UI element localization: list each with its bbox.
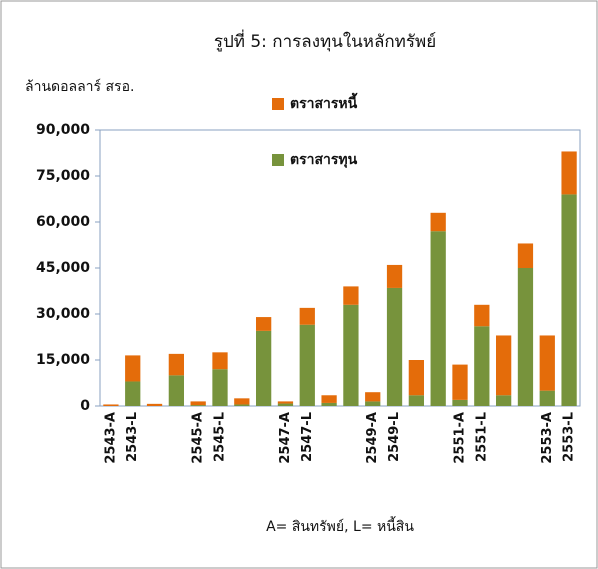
bar-segment	[168, 375, 184, 406]
bar-segment	[430, 212, 446, 232]
x-tick-label: 2543-L	[125, 412, 140, 462]
bar-segment	[539, 390, 555, 406]
y-tick-label: 15,000	[36, 352, 90, 368]
bar-segment	[212, 369, 228, 406]
bar-segment	[452, 399, 468, 406]
x-tick-label: 2551-A	[453, 412, 468, 464]
chart-title: รูปที่ 5: การลงทุนในหลักทรัพย์	[214, 29, 436, 52]
bar-segment	[408, 360, 424, 396]
bar-segment	[168, 353, 184, 376]
bar-segment	[365, 392, 381, 402]
bar-segment	[256, 317, 272, 331]
bar-segment	[234, 398, 250, 405]
bar-segment	[386, 264, 403, 288]
bar-segment	[321, 402, 337, 406]
bar-segment	[190, 401, 206, 406]
bar-segment	[474, 326, 490, 406]
bar-segment	[321, 395, 337, 403]
bar-segment	[517, 243, 534, 268]
bar-segment	[496, 335, 512, 396]
bar-segment	[277, 403, 294, 406]
bar-segment	[125, 355, 141, 382]
bar-segment	[212, 352, 228, 370]
bar-segment	[496, 395, 512, 406]
bar-segment	[256, 330, 272, 406]
legend-label: ตราสารหนี้	[290, 92, 358, 112]
bar-segment	[190, 405, 206, 406]
x-tick-label: 2553-L	[562, 412, 577, 462]
x-tick-label: 2543-A	[103, 412, 118, 464]
y-tick-label: 60,000	[36, 214, 90, 230]
y-tick-label: 0	[80, 398, 90, 414]
x-tick-label: 2545-A	[191, 412, 206, 464]
bar-segment	[343, 304, 359, 406]
bar-segment	[408, 395, 424, 406]
bar-segment	[452, 364, 468, 400]
bar-segment	[125, 381, 141, 406]
y-tick-label: 45,000	[36, 260, 90, 276]
x-tick-label: 2553-A	[540, 412, 555, 464]
y-tick-label: 30,000	[36, 306, 90, 322]
bar-segment	[103, 404, 119, 406]
bar-segment	[539, 335, 555, 391]
x-tick-label: 2551-L	[474, 412, 489, 462]
bar-segment	[146, 403, 163, 406]
bar-segment	[517, 268, 534, 406]
footnote: A= สินทรัพย์, L= หนี้สิน	[266, 516, 414, 535]
bar-segment	[299, 324, 315, 406]
y-tick-label: 75,000	[36, 168, 90, 184]
bar-segment	[561, 151, 577, 195]
x-tick-label: 2549-A	[365, 412, 380, 464]
bar-segment	[430, 231, 446, 406]
bar-segment	[561, 194, 577, 406]
bar-segment	[299, 307, 315, 325]
bar-segment	[386, 287, 403, 406]
bar-segment	[365, 401, 381, 406]
x-tick-label: 2545-L	[213, 412, 228, 462]
x-tick-label: 2547-A	[278, 412, 293, 464]
bar-segment	[343, 286, 359, 305]
y-axis-label: ล้านดอลลาร์ สรอ.	[25, 78, 134, 95]
legend-swatch	[272, 154, 284, 166]
legend-label: ตราสารทุน	[290, 152, 358, 168]
x-tick-label: 2547-L	[300, 412, 315, 462]
bar-segment	[277, 401, 294, 404]
x-tick-label: 2549-L	[387, 412, 402, 462]
bar-segment	[234, 404, 250, 406]
bar-segment	[474, 304, 490, 327]
y-tick-label: 90,000	[36, 122, 90, 138]
legend-swatch	[272, 98, 284, 110]
